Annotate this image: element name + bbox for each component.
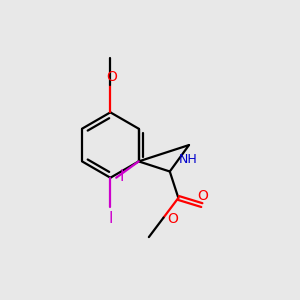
Text: O: O bbox=[106, 70, 117, 84]
Text: O: O bbox=[197, 189, 208, 203]
Text: I: I bbox=[108, 211, 112, 226]
Text: I: I bbox=[119, 169, 124, 184]
Text: O: O bbox=[168, 212, 178, 226]
Text: NH: NH bbox=[178, 153, 197, 166]
